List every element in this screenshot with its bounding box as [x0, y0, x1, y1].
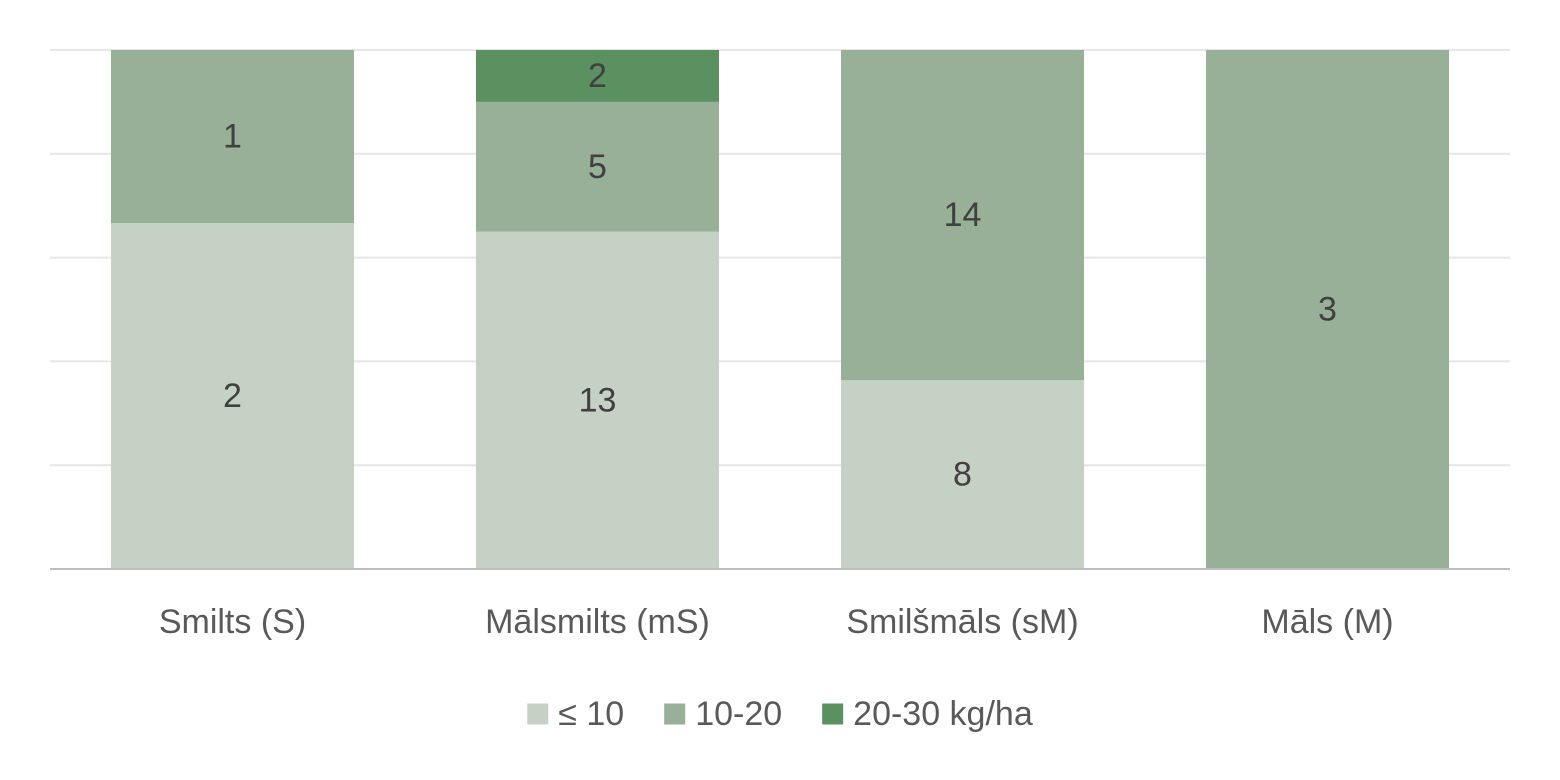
data-label: 5	[588, 148, 607, 186]
legend-label: 10-20	[695, 695, 782, 733]
data-label: 2	[223, 377, 242, 415]
category-label: Māls (M)	[1261, 603, 1393, 641]
legend-item: 20-30 kg/ha	[822, 695, 1033, 733]
legend: ≤ 10 10-20 20-30 kg/ha	[527, 695, 1033, 733]
bar-segment	[476, 231, 719, 569]
bar-segment	[476, 101, 719, 232]
bar-segment	[1206, 50, 1449, 569]
legend-swatch	[527, 703, 549, 725]
bar-segment	[111, 50, 354, 223]
legend-item: 10-20	[664, 695, 782, 733]
data-label: 8	[953, 456, 972, 494]
legend-label: 20-30 kg/ha	[853, 695, 1033, 733]
legend-label: ≤ 10	[558, 695, 624, 733]
data-label: 14	[944, 196, 982, 234]
bar-segment	[476, 50, 719, 102]
bars	[111, 50, 1449, 569]
data-label: 13	[579, 381, 617, 419]
category-label: Smilšmāls (sM)	[846, 603, 1078, 641]
legend-item: ≤ 10	[527, 695, 624, 733]
bar-segment	[841, 380, 1084, 569]
data-label: 1	[223, 118, 242, 156]
category-labels: Smilts (S) Mālsmilts (mS) Smilšmāls (sM) Mā…	[159, 603, 1394, 641]
bar-segment	[841, 50, 1084, 381]
legend-swatch	[822, 703, 844, 725]
data-label: 3	[1318, 291, 1337, 329]
bar-segment	[111, 223, 354, 569]
category-label: Mālsmilts (mS)	[485, 603, 710, 641]
category-label: Smilts (S)	[159, 603, 306, 641]
data-label: 2	[588, 57, 607, 95]
legend-swatch	[664, 703, 686, 725]
